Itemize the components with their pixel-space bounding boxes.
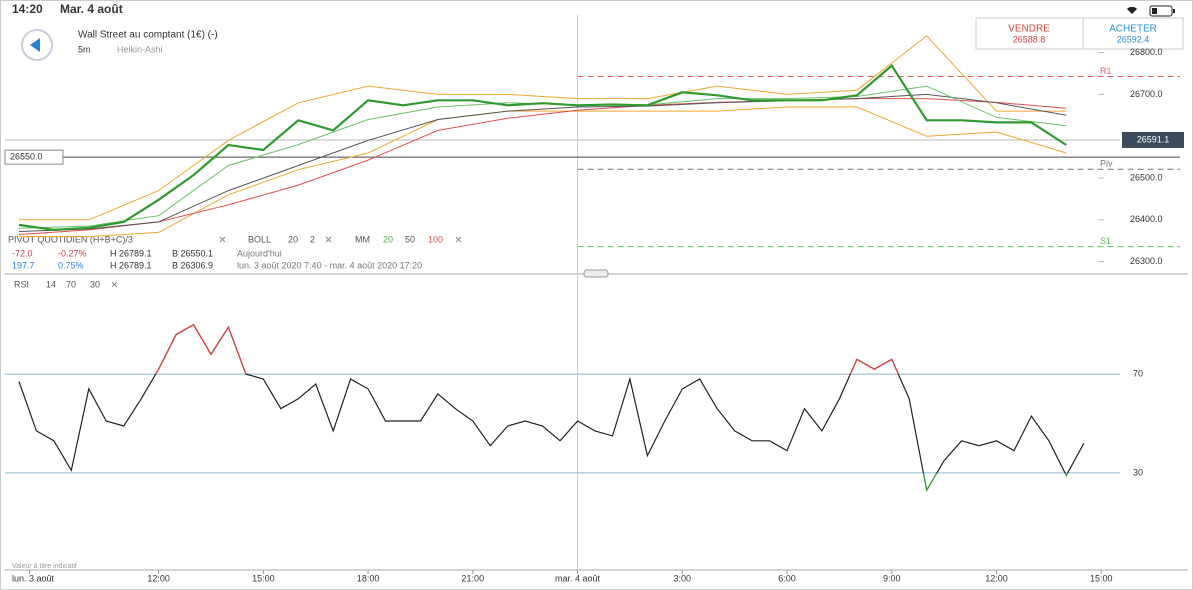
x-tick-label: 12:00 (985, 573, 1008, 583)
reference-label-box (4, 149, 64, 165)
x-tick-label: 15:00 (1090, 573, 1113, 583)
pivot-level-label: R1 (1100, 66, 1112, 76)
stat-high: H 26789.1 (110, 248, 152, 258)
timeframe: 5m (78, 44, 91, 54)
buy-button[interactable]: ACHETER 26592.4 (1082, 17, 1184, 50)
stat-low: B 26550.1 (172, 248, 213, 258)
series-line (18, 98, 1067, 235)
close-icons[interactable] (111, 236, 462, 288)
series-line (19, 35, 1067, 221)
status-date: Mar. 4 août (60, 2, 123, 16)
y-tick-label: 70 (1133, 368, 1143, 378)
buy-price: 26592.4 (1117, 34, 1150, 44)
rsi-label: RSI (14, 279, 29, 289)
pivot-level-label: S1 (1100, 236, 1111, 246)
rsi-upper: 70 (66, 279, 76, 289)
x-tick-label: 21:00 (462, 573, 485, 583)
y-tick-label: 30 (1133, 467, 1143, 477)
stat-change: 197.7 (12, 260, 35, 270)
stat-period: lun. 3 août 2020 7:40 - mar. 4 août 2020… (237, 260, 422, 270)
pivot-level-label: Piv (1100, 159, 1113, 169)
sell-price: 26588.8 (1013, 34, 1046, 44)
mm-100: 100 (428, 234, 443, 244)
stat-period: Aujourd'hui (237, 248, 282, 258)
last-price-label: 26591.1 (1137, 134, 1170, 144)
instrument-name: Wall Street au comptant (1€) (-) (78, 30, 218, 41)
sell-button[interactable]: VENDRE 26588.8 (975, 17, 1084, 50)
status-time: 14:20 (12, 2, 43, 16)
chart-style: Heikin-Ashi (117, 44, 163, 54)
buy-label: ACHETER (1109, 24, 1157, 35)
stat-percent: 0.75% (58, 260, 84, 270)
x-tick-label: mar. 4 août (555, 573, 601, 583)
rsi-period: 14 (46, 279, 56, 289)
stat-percent: -0.27% (58, 248, 87, 258)
status-icons (1127, 5, 1175, 17)
last-price-box (1122, 131, 1184, 148)
x-tick-label: 6:00 (778, 573, 796, 583)
x-tick-label: 12:00 (147, 573, 170, 583)
boll-period: 20 (288, 234, 298, 244)
x-tick-label: 9:00 (883, 573, 901, 583)
y-tick-label: 26400.0 (1130, 214, 1163, 224)
mm-label: MM (355, 234, 370, 244)
reference-label: 26550.0 (10, 152, 43, 162)
rsi-overbought (155, 323, 899, 374)
x-tick-label: lun. 3 août (12, 573, 55, 583)
x-tick-label: 3:00 (674, 573, 692, 583)
boll-label: BOLL (248, 234, 271, 244)
y-tick-label: 26500.0 (1130, 172, 1163, 182)
x-tick-label: 15:00 (252, 573, 275, 583)
resize-handle[interactable] (583, 269, 609, 278)
back-button[interactable] (21, 29, 53, 61)
series-line (18, 93, 1067, 232)
y-tick-label: 26700.0 (1130, 89, 1163, 99)
series-line (18, 63, 1067, 232)
stat-change: -72.0 (12, 248, 33, 258)
y-tick-label: 26800.0 (1130, 47, 1163, 57)
mm-50: 50 (405, 234, 415, 244)
mm-20: 20 (383, 234, 393, 244)
boll-dev: 2 (310, 234, 315, 244)
y-tick-label: 26300.0 (1130, 256, 1163, 266)
rsi-lower: 30 (90, 279, 100, 289)
sell-label: VENDRE (1008, 24, 1050, 35)
x-tick-label: 18:00 (357, 573, 380, 583)
pivot-label: PIVOT QUOTIDIEN (H+B+C)/3 (8, 234, 133, 244)
footnote: Valeur à titre indicatif (12, 563, 77, 570)
stat-low: B 26306.9 (172, 260, 213, 270)
stat-high: H 26789.1 (110, 260, 152, 270)
